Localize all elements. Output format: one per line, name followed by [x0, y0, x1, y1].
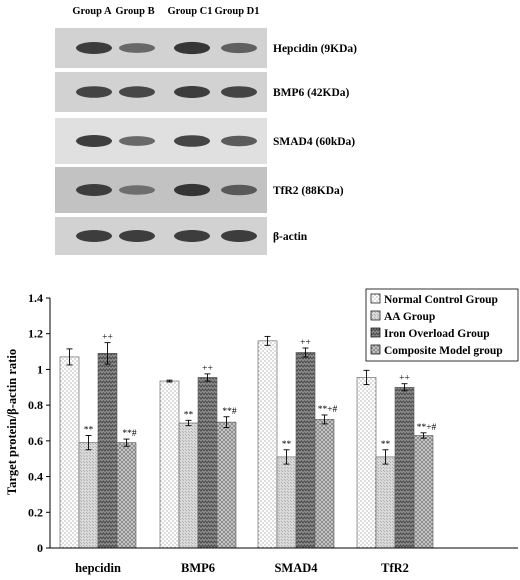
- band-label: Hepcidin (9KDa): [273, 43, 357, 55]
- x-category-label: BMP6: [181, 561, 215, 575]
- legend-box: [365, 288, 519, 362]
- blot-band: [174, 135, 210, 147]
- lane-label: Group B: [115, 6, 154, 17]
- legend-swatch: [370, 293, 381, 304]
- legend-swatch: [370, 344, 381, 355]
- significance-label: **: [184, 410, 194, 420]
- blot-band: [174, 41, 210, 55]
- blot-row: TfR2 (88KDa): [55, 167, 344, 213]
- significance-label: **+#: [318, 405, 338, 415]
- bar: [78, 442, 99, 549]
- band-label: β-actin: [273, 231, 308, 243]
- x-category-label: hepcidin: [75, 561, 121, 575]
- x-category-label: SMAD4: [274, 561, 318, 575]
- significance-label: **#: [122, 429, 137, 439]
- lane-label: Group D1: [214, 6, 259, 17]
- legend-entry: Iron Overload Group: [384, 328, 490, 340]
- y-tick-label: 0.4: [28, 470, 43, 484]
- bar: [314, 419, 335, 549]
- y-tick-label: 1.4: [28, 291, 43, 305]
- blot-band: [76, 230, 112, 242]
- blot-band: [76, 135, 112, 147]
- x-axis: hepcidin BMP6 SMAD4 TfR2: [50, 547, 518, 575]
- y-tick-label: 1.2: [28, 327, 43, 341]
- significance-label: **: [84, 426, 94, 436]
- bar: [197, 377, 218, 549]
- significance-label: **+#: [417, 423, 437, 433]
- bar: [375, 456, 396, 549]
- y-tick-label: 0.8: [28, 398, 43, 412]
- bar-chart: 0 0.2 0.4 0.6 0.8 1 1.2 1.4 ** ** ** ** ++ ++ ++ ++ **#…: [5, 288, 519, 575]
- significance-label: **: [381, 440, 391, 450]
- blot-row: SMAD4 (60kDa): [55, 118, 355, 164]
- band-label: TfR2 (88KDa): [273, 185, 344, 197]
- y-tick-label: 0.6: [28, 434, 43, 448]
- y-tick-label: 0: [37, 541, 43, 555]
- blot-band: [174, 183, 210, 197]
- legend-entry: AA Group: [384, 311, 435, 323]
- y-tick-label: 0.2: [28, 505, 43, 519]
- blot-row: β-actin: [55, 217, 308, 255]
- blot-band: [119, 230, 155, 242]
- band-label: BMP6 (42KDa): [273, 87, 350, 99]
- blot-row: Hepcidin (9KDa): [55, 28, 357, 68]
- y-axis-label: Target protein/β-actin ratio: [5, 349, 19, 495]
- y-axis: 0 0.2 0.4 0.6 0.8 1 1.2 1.4: [28, 291, 51, 555]
- bar: [178, 422, 199, 549]
- blot-band: [76, 184, 112, 196]
- blot-band: [119, 43, 155, 53]
- legend: Normal Control Group AA Group Iron Overloa…: [365, 288, 519, 362]
- legend-swatch: [370, 310, 381, 321]
- series-2: ++ ++ ++ ++: [97, 333, 415, 549]
- bar: [159, 380, 180, 549]
- bar: [97, 353, 118, 549]
- bar: [295, 352, 316, 549]
- blot-band: [174, 230, 210, 242]
- bar: [59, 356, 80, 549]
- significance-label: **#: [222, 407, 237, 417]
- bars: ** ** ** ** ++ ++ ++ ++ **# **# **+# **+#: [59, 333, 437, 549]
- blot-band: [221, 135, 257, 147]
- bar: [216, 421, 237, 549]
- significance-label: ++: [202, 364, 213, 374]
- blot-band: [119, 86, 155, 98]
- blot-band: [221, 86, 257, 98]
- significance-label: **: [282, 440, 292, 450]
- blot-band-rows: Hepcidin (9KDa) BMP6 (42KDa) SMAD4 (60kDa)…: [55, 28, 357, 255]
- bar: [356, 377, 377, 549]
- bar: [413, 435, 434, 549]
- legend-entry: Composite Model group: [384, 345, 503, 357]
- bar: [276, 456, 297, 549]
- blot-band: [174, 86, 210, 98]
- significance-label: ++: [399, 374, 410, 384]
- lane-label: Group A: [72, 6, 112, 17]
- band-label: SMAD4 (60kDa): [273, 136, 355, 148]
- legend-entry: Normal Control Group: [384, 294, 498, 306]
- blot-band: [119, 136, 155, 146]
- blot-band: [76, 86, 112, 98]
- bar: [116, 442, 137, 549]
- blot-band: [221, 184, 257, 196]
- series-1: ** ** ** **: [78, 410, 396, 549]
- blot-lane-labels: Group A Group B Group C1 Group D1: [72, 6, 259, 17]
- significance-label: ++: [102, 333, 113, 343]
- blot-band: [221, 42, 257, 54]
- blot-band: [76, 42, 112, 54]
- lane-label: Group C1: [167, 6, 212, 17]
- x-category-label: TfR2: [381, 561, 409, 575]
- blot-row: BMP6 (42KDa): [55, 72, 350, 112]
- blot-band: [221, 230, 257, 242]
- significance-label: ++: [300, 338, 311, 348]
- bar: [394, 386, 415, 549]
- blot-band: [119, 185, 155, 195]
- legend-swatch: [370, 327, 381, 338]
- y-tick-label: 1: [37, 362, 43, 376]
- bar: [257, 340, 278, 549]
- series-3: **# **# **+# **+#: [116, 405, 437, 549]
